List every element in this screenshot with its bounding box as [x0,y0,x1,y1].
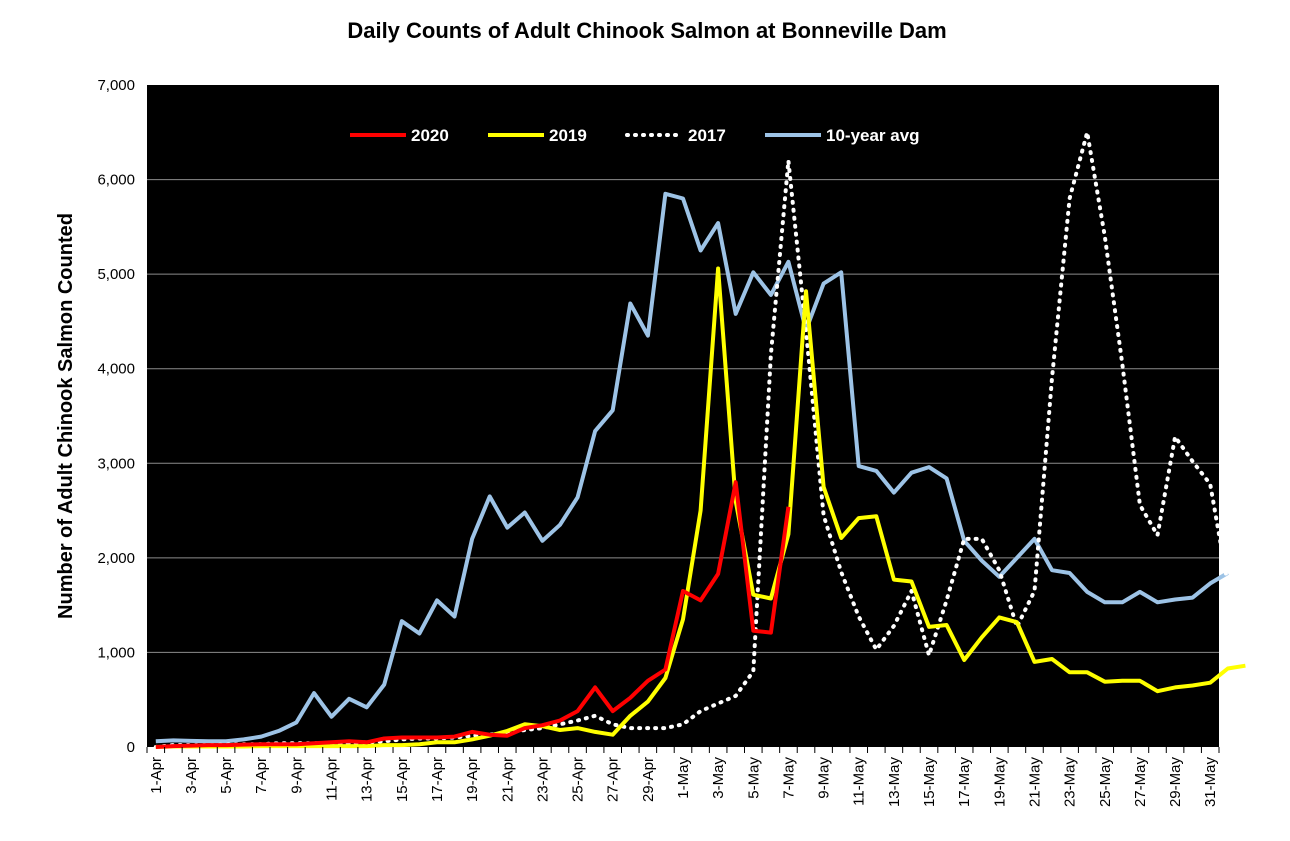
x-tick-label-28: 27-May [1132,757,1149,808]
series-line-2019 [155,266,1246,749]
series-lines [153,130,1265,749]
x-tick-label-7: 15-Apr [394,757,411,802]
x-tick-label-19: 9-May [816,757,833,799]
legend: 2020 2019 2017 10-year avg [350,126,920,145]
x-tick-label-29: 29-May [1167,757,1184,808]
series-line-2020 [155,480,791,749]
x-tick-label-17: 5-May [745,757,762,799]
x-tick-label-23: 17-May [956,757,973,808]
x-tick-label-2: 5-Apr [218,757,235,794]
x-tick-label-21: 13-May [886,757,903,808]
x-tick-label-11: 23-Apr [534,757,551,802]
y-tick-label-6: 6,000 [97,172,135,189]
y-tick-label-4: 4,000 [97,361,135,378]
y-tick-label-2: 2,000 [97,550,135,567]
y-tick-label-5: 5,000 [97,266,135,283]
y-axis-label: Number of Adult Chinook Salmon Counted [55,213,77,619]
legend-label-1: 2019 [549,126,587,145]
x-tick-label-12: 25-Apr [570,757,587,802]
x-tick-label-26: 23-May [1062,757,1079,808]
x-tick-label-24: 19-May [991,757,1008,808]
legend-label-3: 10-year avg [826,126,920,145]
x-tick-label-3: 7-Apr [253,757,270,794]
x-tick-label-1: 3-Apr [183,757,200,794]
x-tick-label-9: 19-Apr [464,757,481,802]
x-tick-label-0: 1-Apr [148,757,165,794]
x-tick-label-8: 17-Apr [429,757,446,802]
x-tick-label-13: 27-Apr [605,757,622,802]
y-tick-label-1: 1,000 [97,644,135,661]
x-tick-label-6: 13-Apr [359,757,376,802]
gridlines [147,179,1219,653]
x-tick-label-30: 31-May [1202,757,1219,808]
y-tick-label-0: 0 [127,739,135,756]
x-tick-label-14: 29-Apr [640,757,657,802]
y-tick-label-7: 7,000 [97,77,135,94]
legend-label-2: 2017 [688,126,726,145]
y-tick-labels: 0 1,000 2,000 3,000 4,000 5,000 6,000 7,000 [97,77,135,756]
plot-area [147,85,1219,747]
x-tick-label-20: 11-May [851,757,868,806]
x-tick-label-16: 3-May [710,757,727,799]
x-tick-label-18: 7-May [780,757,797,799]
y-tick-label-3: 3,000 [97,455,135,472]
x-tick-label-4: 9-Apr [288,757,305,794]
x-tick-labels: 1-Apr 3-Apr 5-Apr 7-Apr 9-Apr 11-Apr 13-Apr 15-… [146,747,1220,808]
x-tick-label-27: 25-May [1097,757,1114,808]
legend-label-0: 2020 [411,126,449,145]
x-tick-label-10: 21-Apr [499,757,516,802]
x-tick-label-22: 15-May [921,757,938,808]
x-tick-label-5: 11-Apr [324,757,341,801]
series-line-10-year-avg [155,191,1229,744]
x-tick-label-25: 21-May [1026,757,1043,808]
chart-title: Daily Counts of Adult Chinook Salmon at … [347,18,946,43]
x-tick-label-15: 1-May [675,757,692,799]
